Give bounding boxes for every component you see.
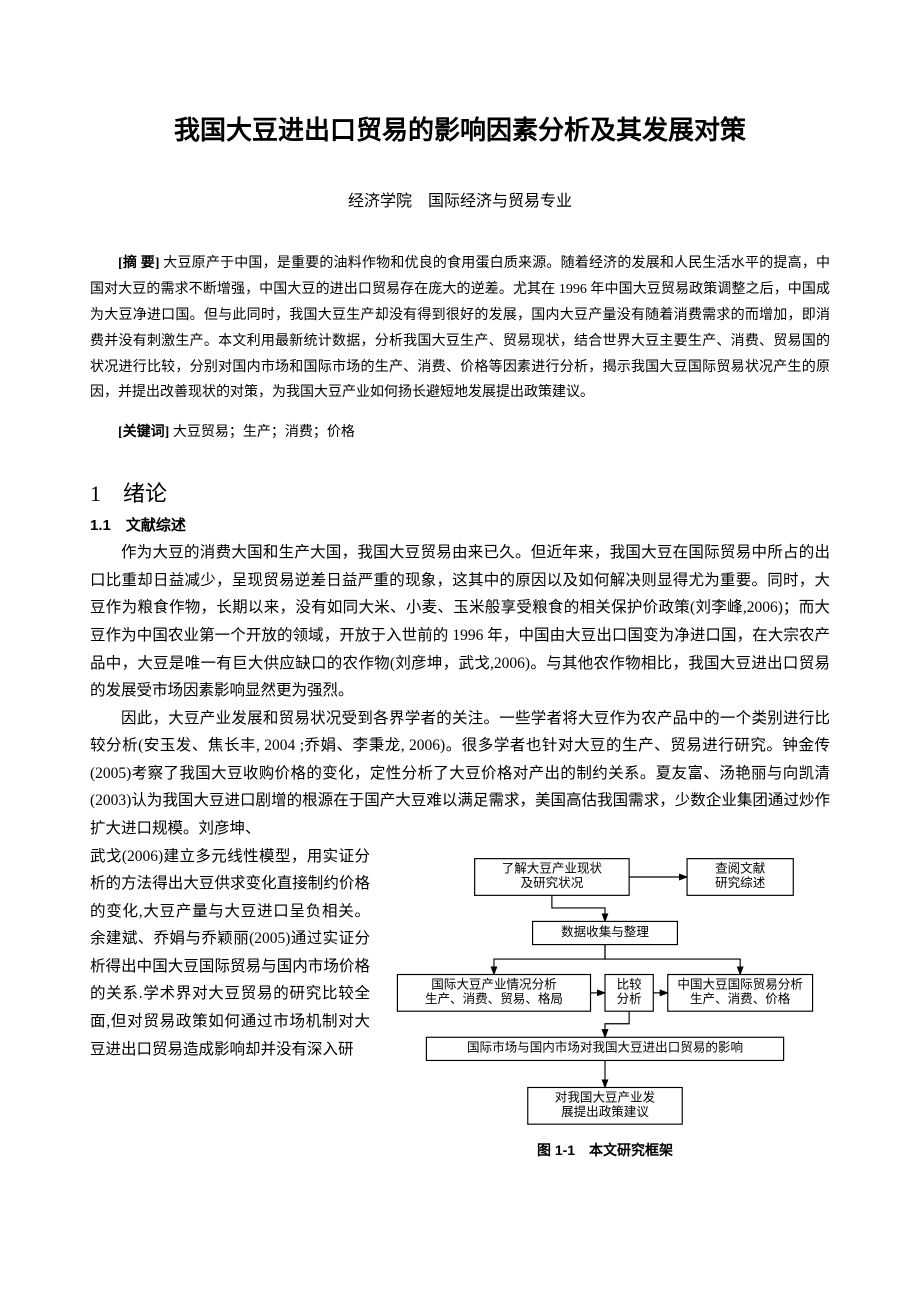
flow-node-label: 对我国大豆产业发 xyxy=(555,1089,656,1104)
flow-node-label: 中国大豆国际贸易分析 xyxy=(677,977,802,991)
wrap-block: 了解大豆产业现状及研究状况查阅文献研究综述数据收集与整理国际大豆产业情况分析生产… xyxy=(90,843,830,1160)
flowchart-svg: 了解大豆产业现状及研究状况查阅文献研究综述数据收集与整理国际大豆产业情况分析生产… xyxy=(380,849,830,1129)
flow-node-label: 国际大豆产业情况分析 xyxy=(431,977,556,991)
flow-node-label: 查阅文献 xyxy=(715,861,766,875)
department-line: 经济学院 国际经济与贸易专业 xyxy=(90,187,830,211)
figure-1-1: 了解大豆产业现状及研究状况查阅文献研究综述数据收集与整理国际大豆产业情况分析生产… xyxy=(380,849,830,1160)
flow-node-label: 及研究状况 xyxy=(521,876,584,890)
flow-edge xyxy=(494,944,605,974)
flow-node-label: 研究综述 xyxy=(715,876,766,890)
heading-1-intro: 1 绪论 xyxy=(90,476,830,508)
flow-node-label: 比较 xyxy=(617,977,643,991)
keywords: [关键词] 大豆贸易；生产；消费；价格 xyxy=(90,420,830,446)
body-paragraph: 因此，大豆产业发展和贸易状况受到各界学者的关注。一些学者将大豆作为农产品中的一个… xyxy=(90,705,830,843)
flow-edge xyxy=(552,895,605,921)
flow-node-label: 分析 xyxy=(617,992,642,1006)
flow-node-label: 展提出政策建议 xyxy=(561,1104,649,1119)
body-paragraph: 作为大豆的消费大国和生产大国，我国大豆贸易由来已久。但近年来，我国大豆在国际贸易… xyxy=(90,539,830,704)
abstract-text: 大豆原产于中国，是重要的油料作物和优良的食用蛋白质来源。随着经济的发展和人民生活… xyxy=(90,256,830,400)
flow-node-label: 生产、消费、贸易、格局 xyxy=(425,991,563,1006)
keywords-text: 大豆贸易；生产；消费；价格 xyxy=(169,425,355,440)
abstract: [摘 要] 大豆原产于中国，是重要的油料作物和优良的食用蛋白质来源。随着经济的发… xyxy=(90,251,830,406)
keywords-label: [关键词] xyxy=(118,425,169,440)
flow-node-label: 生产、消费、价格 xyxy=(690,991,791,1006)
heading-1-1-litreview: 1.1 文献综述 xyxy=(90,514,830,535)
flow-edge xyxy=(605,1011,629,1037)
flow-node-label: 国际市场与国内市场对我国大豆进出口贸易的影响 xyxy=(467,1039,743,1054)
abstract-label: [摘 要] xyxy=(118,256,160,271)
page: 我国大豆进出口贸易的影响因素分析及其发展对策 经济学院 国际经济与贸易专业 [摘… xyxy=(0,0,920,1302)
flow-node-label: 了解大豆产业现状 xyxy=(502,861,603,875)
paper-title: 我国大豆进出口贸易的影响因素分析及其发展对策 xyxy=(90,110,830,147)
flow-node-label: 数据收集与整理 xyxy=(561,923,649,938)
flow-edge xyxy=(605,944,740,974)
figure-caption: 图 1-1 本文研究框架 xyxy=(380,1140,830,1160)
